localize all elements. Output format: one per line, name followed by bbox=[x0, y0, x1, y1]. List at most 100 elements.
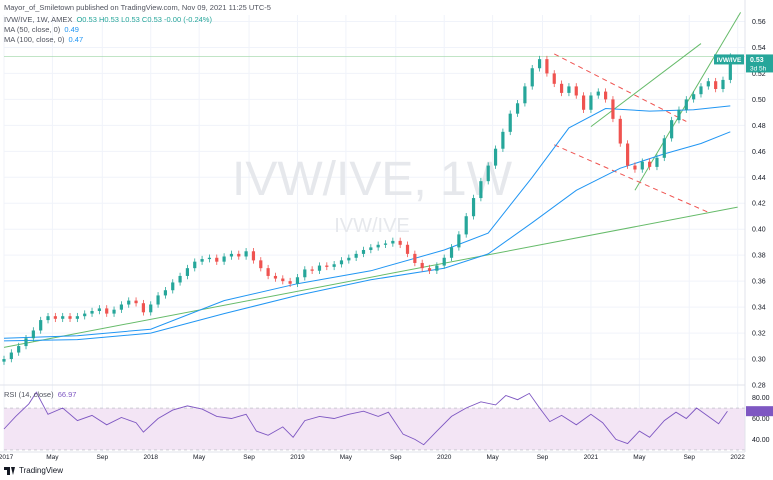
candle-body[interactable] bbox=[530, 68, 534, 87]
candle-body[interactable] bbox=[427, 268, 432, 271]
candle-body[interactable] bbox=[295, 277, 300, 284]
candle-body[interactable] bbox=[310, 269, 314, 271]
candle-body[interactable] bbox=[552, 73, 556, 84]
candle-body[interactable] bbox=[75, 316, 79, 319]
candle-body[interactable] bbox=[398, 240, 402, 245]
candle-body[interactable] bbox=[501, 131, 505, 149]
candle-body[interactable] bbox=[596, 91, 600, 96]
candle-body[interactable] bbox=[156, 295, 160, 305]
candle-body[interactable] bbox=[413, 253, 417, 263]
candle-body[interactable] bbox=[383, 243, 388, 245]
candle-body[interactable] bbox=[281, 278, 285, 282]
candle-body[interactable] bbox=[259, 260, 263, 269]
candle-body[interactable] bbox=[611, 99, 615, 119]
candle-body[interactable] bbox=[215, 257, 219, 262]
candle-body[interactable] bbox=[567, 86, 571, 93]
candle-body[interactable] bbox=[61, 316, 65, 319]
candle-body[interactable] bbox=[633, 165, 637, 170]
candle-body[interactable] bbox=[442, 257, 446, 266]
candle-body[interactable] bbox=[559, 83, 564, 93]
candle-body[interactable] bbox=[339, 260, 344, 265]
candle-body[interactable] bbox=[662, 138, 666, 158]
candle-body[interactable] bbox=[127, 300, 131, 305]
candle-body[interactable] bbox=[332, 264, 336, 267]
candle-body[interactable] bbox=[648, 161, 652, 167]
legend-ma100[interactable]: MA (100, close, 0) 0.47 bbox=[4, 35, 83, 44]
candle-body[interactable] bbox=[207, 257, 212, 260]
legend-ma50[interactable]: MA (50, close, 0) 0.49 bbox=[4, 25, 79, 34]
candle-body[interactable] bbox=[626, 143, 630, 166]
candle-body[interactable] bbox=[288, 281, 292, 284]
candle-body[interactable] bbox=[391, 240, 395, 244]
candle-body[interactable] bbox=[589, 95, 593, 110]
candle-body[interactable] bbox=[479, 181, 483, 199]
candle-body[interactable] bbox=[347, 257, 351, 261]
candle-body[interactable] bbox=[640, 161, 644, 170]
candle-body[interactable] bbox=[457, 234, 461, 248]
ma50-line[interactable] bbox=[3, 105, 731, 339]
price-tag[interactable] bbox=[746, 54, 773, 73]
candle-body[interactable] bbox=[31, 330, 35, 339]
candle-body[interactable] bbox=[163, 290, 168, 296]
candle-body[interactable] bbox=[112, 309, 116, 314]
candle-body[interactable] bbox=[317, 265, 322, 271]
candle-body[interactable] bbox=[508, 113, 512, 132]
candle-body[interactable] bbox=[24, 338, 28, 347]
candle-body[interactable] bbox=[2, 359, 6, 362]
candle-body[interactable] bbox=[273, 275, 278, 279]
candle-body[interactable] bbox=[692, 94, 696, 100]
candle-body[interactable] bbox=[266, 268, 270, 276]
candle-body[interactable] bbox=[9, 352, 13, 360]
trend-line[interactable] bbox=[590, 43, 702, 128]
candle-body[interactable] bbox=[581, 95, 586, 110]
channel-line[interactable] bbox=[554, 53, 687, 122]
candle-body[interactable] bbox=[545, 59, 549, 74]
candle-body[interactable] bbox=[68, 316, 72, 319]
candle-body[interactable] bbox=[523, 86, 527, 104]
candle-body[interactable] bbox=[134, 300, 138, 304]
channel-line[interactable] bbox=[554, 144, 709, 213]
candle-body[interactable] bbox=[655, 157, 659, 167]
candle-body[interactable] bbox=[97, 308, 101, 311]
candle-body[interactable] bbox=[90, 311, 94, 314]
rsi-line[interactable] bbox=[3, 391, 728, 446]
candle-body[interactable] bbox=[670, 120, 674, 139]
candle-body[interactable] bbox=[361, 249, 366, 254]
tradingview-logo[interactable]: TradingView bbox=[4, 466, 63, 475]
legend-symbol[interactable]: IVW/IVE, 1W, AMEX O0.53 H0.53 L0.53 C0.5… bbox=[4, 15, 212, 24]
candle-body[interactable] bbox=[471, 198, 476, 217]
candle-body[interactable] bbox=[604, 91, 608, 100]
candle-body[interactable] bbox=[464, 216, 468, 235]
candle-body[interactable] bbox=[325, 265, 329, 267]
candle-body[interactable] bbox=[354, 253, 358, 258]
candle-body[interactable] bbox=[405, 244, 410, 254]
candle-body[interactable] bbox=[171, 282, 175, 291]
candle-body[interactable] bbox=[684, 99, 688, 110]
candle-body[interactable] bbox=[515, 103, 520, 114]
candle-body[interactable] bbox=[728, 56, 732, 80]
candle-body[interactable] bbox=[449, 247, 454, 258]
candle-body[interactable] bbox=[185, 268, 190, 276]
candle-body[interactable] bbox=[178, 275, 182, 283]
candle-body[interactable] bbox=[222, 256, 226, 262]
candle-body[interactable] bbox=[39, 320, 43, 331]
candle-body[interactable] bbox=[706, 81, 710, 87]
candle-body[interactable] bbox=[369, 247, 373, 250]
candle-body[interactable] bbox=[677, 109, 681, 121]
candle-body[interactable] bbox=[251, 251, 256, 261]
candle-body[interactable] bbox=[493, 148, 498, 166]
candle-body[interactable] bbox=[17, 346, 21, 353]
trend-line[interactable] bbox=[3, 206, 738, 348]
candle-body[interactable] bbox=[229, 253, 234, 257]
candle-body[interactable] bbox=[105, 308, 109, 314]
legend-rsi[interactable]: RSI (14, close) 66.97 bbox=[4, 390, 76, 399]
candle-body[interactable] bbox=[53, 316, 57, 319]
candle-body[interactable] bbox=[714, 81, 718, 89]
candle-body[interactable] bbox=[119, 304, 123, 310]
candle-body[interactable] bbox=[141, 303, 145, 313]
candle-body[interactable] bbox=[237, 253, 241, 257]
candle-body[interactable] bbox=[721, 79, 725, 89]
candle-body[interactable] bbox=[435, 265, 439, 271]
candle-body[interactable] bbox=[200, 259, 204, 262]
